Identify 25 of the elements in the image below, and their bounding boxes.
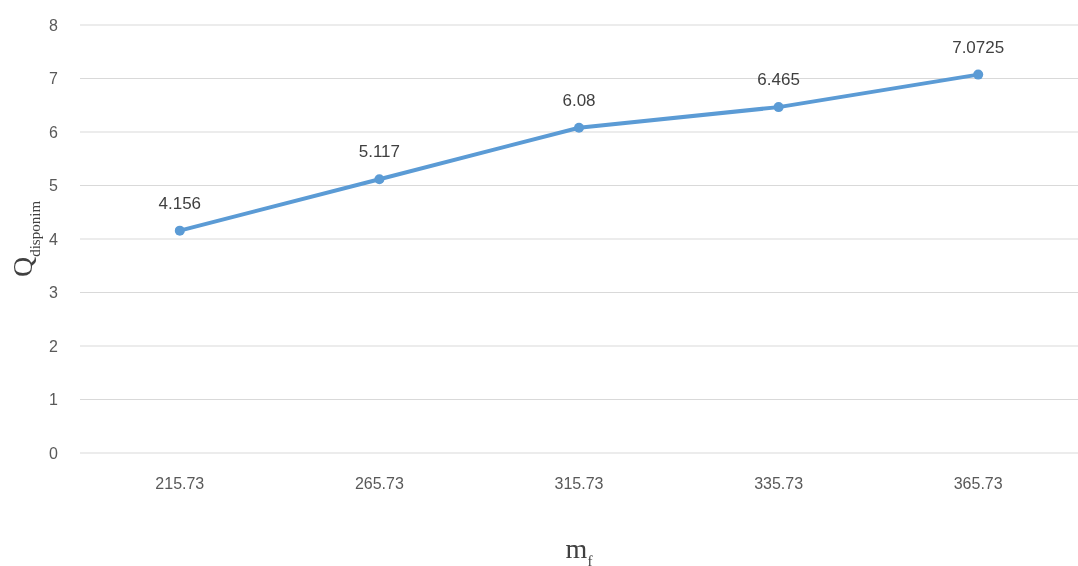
data-label: 6.08 <box>562 90 596 110</box>
y-tick-label: 5 <box>49 177 59 195</box>
y-tick-label: 4 <box>49 230 59 248</box>
x-tick-label: 215.73 <box>155 475 205 492</box>
y-tick-label: 7 <box>49 70 59 88</box>
data-label: 6.465 <box>757 70 800 90</box>
point <box>174 225 185 236</box>
y-tick-label: 2 <box>49 337 59 355</box>
data-label: 4.156 <box>158 193 202 213</box>
y-tick-label: 6 <box>49 123 59 141</box>
y-tick-label: 3 <box>49 284 59 302</box>
point <box>973 69 984 80</box>
y-tick-label: 1 <box>49 391 59 409</box>
x-tick-label: 265.73 <box>354 475 404 492</box>
x-tick-label: 365.73 <box>953 475 1003 492</box>
point <box>374 174 385 185</box>
data-label: 7.0725 <box>952 37 1005 57</box>
x-tick-label: 335.73 <box>754 475 804 492</box>
y-tick-label: 0 <box>49 444 59 462</box>
y-tick-label: 8 <box>49 16 59 34</box>
data-label: 5.117 <box>358 142 401 162</box>
point <box>574 122 584 133</box>
x-axis-title: m$_{f}$ <box>565 533 593 566</box>
x-tick-label: 315.73 <box>554 475 604 492</box>
point <box>773 102 784 113</box>
